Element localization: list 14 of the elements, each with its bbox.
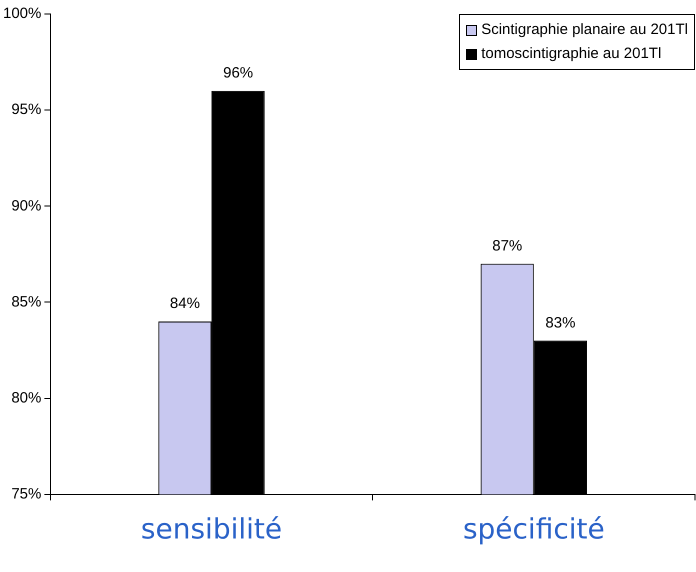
x-tick-label: spécificité	[462, 512, 605, 546]
y-tick-label: 95%	[11, 101, 42, 118]
data-label: 96%	[223, 64, 254, 82]
y-tick-label: 90%	[11, 197, 42, 214]
data-label: 87%	[492, 237, 522, 254]
data-label: 84%	[170, 295, 200, 312]
y-tick-label: 75%	[11, 486, 42, 503]
legend-label: tomoscintigraphie au 201Tl	[481, 44, 662, 64]
y-tick-label: 80%	[11, 389, 42, 406]
legend-label: Scintigraphie planaire au 201Tl	[481, 20, 688, 40]
y-tick-label: 85%	[11, 293, 42, 310]
y-tick-label: 100%	[2, 5, 42, 22]
x-tick-label: sensibilité	[140, 512, 282, 546]
data-label: 83%	[545, 314, 576, 332]
